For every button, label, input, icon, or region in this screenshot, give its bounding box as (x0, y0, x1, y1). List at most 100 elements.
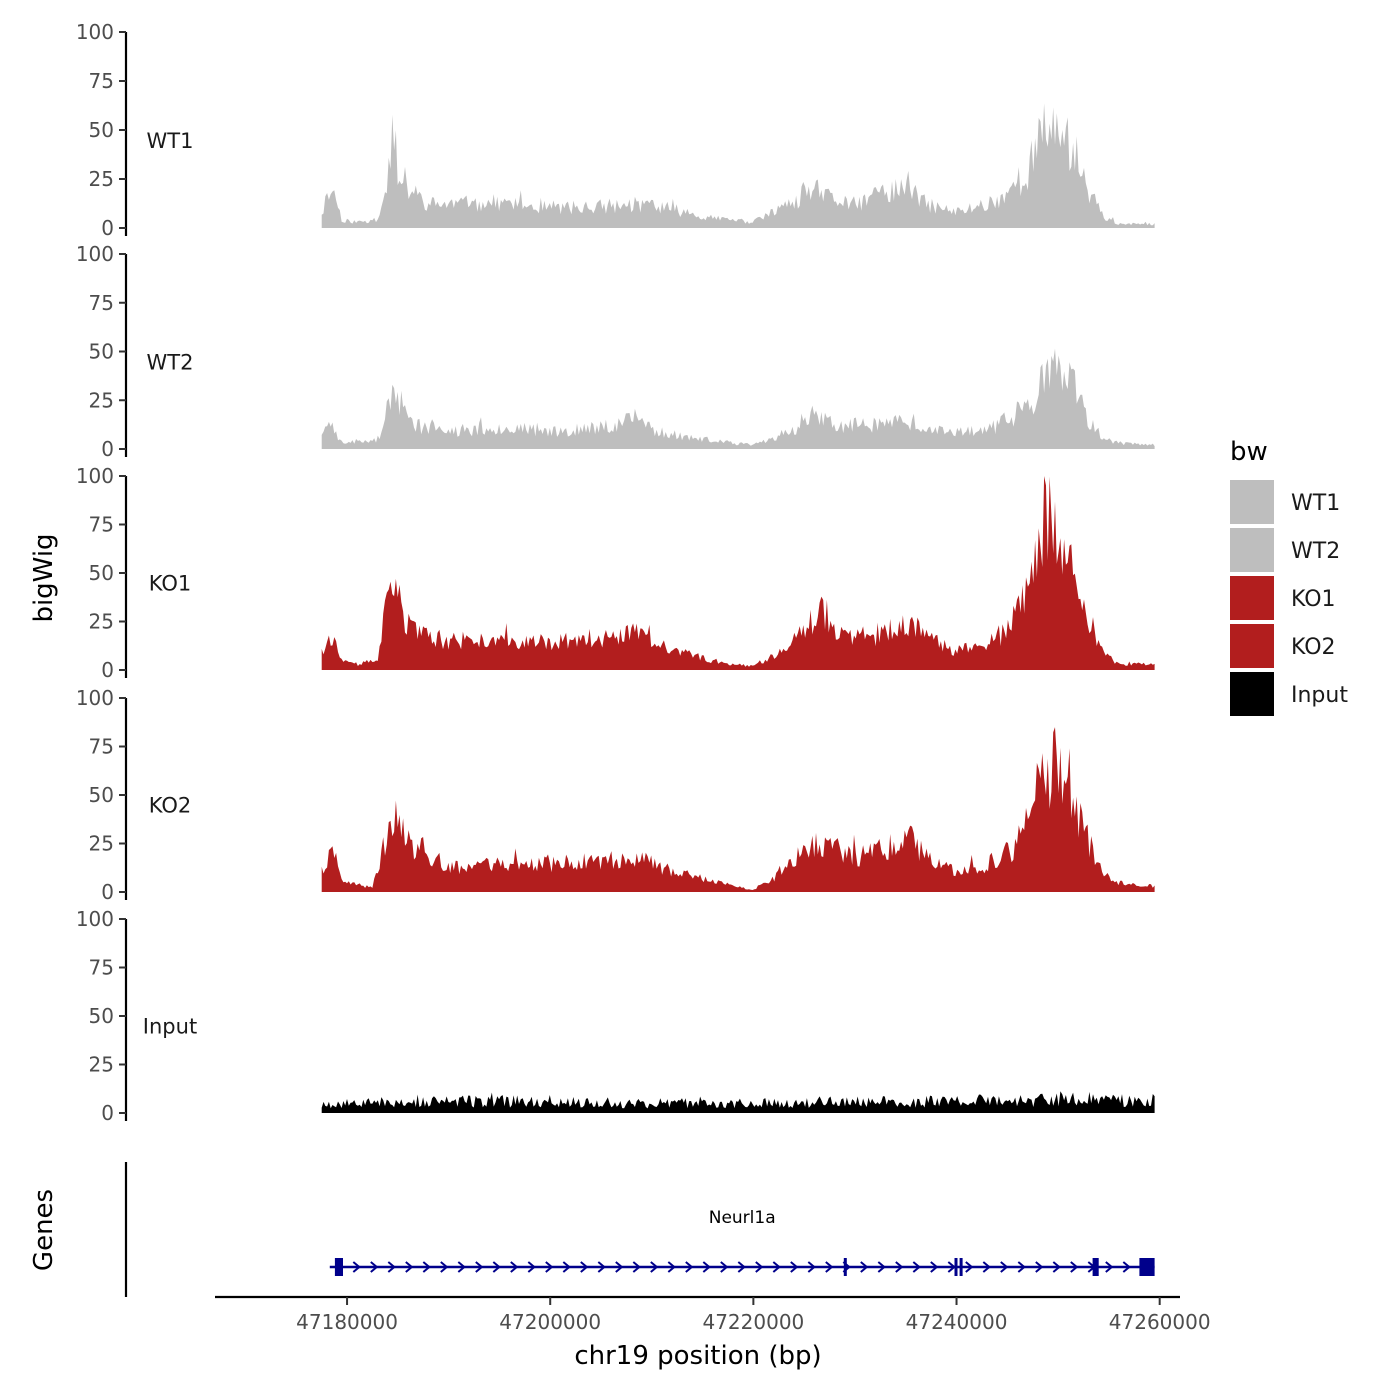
strand-arrow (475, 1261, 484, 1273)
area-wt2 (321, 348, 1155, 449)
y-tick-label: 0 (101, 216, 114, 240)
y-tick-label: 50 (89, 118, 114, 142)
strand-arrow (1000, 1261, 1009, 1273)
strand-arrow (1070, 1261, 1079, 1273)
legend-swatch-ko1 (1230, 576, 1274, 620)
strand-arrow (1052, 1261, 1061, 1273)
y-tick-label: 25 (89, 832, 114, 856)
y-axis-title: bigWig (29, 533, 59, 622)
y-tick-label: 50 (89, 340, 114, 364)
x-tick-label: 47180000 (296, 1310, 398, 1334)
y-tick-label: 75 (89, 291, 114, 315)
y-tick-label: 100 (76, 242, 114, 266)
strand-arrow (545, 1261, 554, 1273)
legend-label-input: Input (1291, 683, 1348, 708)
area-ko2 (321, 727, 1155, 892)
exon (843, 1258, 847, 1276)
track-label-wt2: WT2 (147, 350, 194, 374)
x-tick-label: 47200000 (499, 1310, 601, 1334)
track-wt2: 0 25 50 75 100 WT2 (76, 242, 1155, 461)
y-tick-label: 25 (89, 167, 114, 191)
strand-arrow (667, 1261, 676, 1273)
y-tick-label: 75 (89, 956, 114, 980)
exon (334, 1258, 343, 1276)
strand-arrow (720, 1261, 729, 1273)
y-tick-label: 50 (89, 783, 114, 807)
strand-arrow (1035, 1261, 1044, 1273)
y-tick-label: 0 (101, 658, 114, 682)
strand-arrow (947, 1261, 956, 1273)
legend-label-wt1: WT1 (1291, 491, 1340, 516)
exon (1092, 1258, 1099, 1276)
strand-arrow (982, 1261, 991, 1273)
gene-label: Neurl1a (709, 1208, 776, 1228)
area-ko1 (321, 476, 1155, 670)
track-panels: 0 25 50 75 100 WT1 0 25 50 75 100 WT2 0 25 50 75 100 KO1 0… (76, 20, 1155, 1125)
strand-arrow (685, 1261, 694, 1273)
y-tick-label: 100 (76, 686, 114, 710)
strand-arrow (492, 1261, 501, 1273)
track-label-ko1: KO1 (149, 572, 192, 596)
y-tick-label: 100 (76, 907, 114, 931)
exon (1139, 1258, 1155, 1276)
area-wt1 (321, 103, 1155, 228)
strand-arrow (527, 1261, 536, 1273)
strand-arrow (632, 1261, 641, 1273)
legend-title: bw (1230, 437, 1268, 467)
track-ko1: 0 25 50 75 100 KO1 (76, 464, 1155, 682)
strand-arrow (877, 1261, 886, 1273)
track-input: 0 25 50 75 100 Input (76, 907, 1155, 1125)
area-input (321, 1091, 1155, 1113)
x-axis-title: chr19 position (bp) (574, 1341, 821, 1371)
y-tick-label: 25 (89, 1053, 114, 1077)
y-tick-label: 100 (76, 464, 114, 488)
track-label-ko2: KO2 (149, 794, 192, 818)
strand-arrow (790, 1261, 799, 1273)
y-tick-label: 25 (89, 388, 114, 412)
gene-track-panel: Neurl1a (124, 1162, 1155, 1297)
exon (954, 1258, 958, 1276)
strand-arrow (772, 1261, 781, 1273)
strand-arrow (405, 1261, 414, 1273)
x-tick-label: 47220000 (702, 1310, 804, 1334)
strand-arrow (650, 1261, 659, 1273)
y-tick-label: 75 (89, 513, 114, 537)
x-tick-label: 47240000 (906, 1310, 1008, 1334)
y-tick-label: 75 (89, 735, 114, 759)
strand-arrow (1017, 1261, 1026, 1273)
strand-arrow (422, 1261, 431, 1273)
strand-arrow (387, 1261, 396, 1273)
y-tick-label: 75 (89, 69, 114, 93)
legend-label-ko1: KO1 (1291, 587, 1336, 612)
strand-arrow (370, 1261, 379, 1273)
strand-arrow (965, 1261, 974, 1273)
strand-arrow (912, 1261, 921, 1273)
strand-arrow (457, 1261, 466, 1273)
strand-arrow (737, 1261, 746, 1273)
strand-arrow (1122, 1261, 1131, 1273)
legend: bw WT1 WT2 KO1 KO2 Input (1230, 437, 1348, 716)
y-tick-label: 0 (101, 1101, 114, 1125)
strand-arrow (755, 1261, 764, 1273)
exon (959, 1258, 963, 1276)
track-ko2: 0 25 50 75 100 KO2 (76, 686, 1155, 904)
strand-arrow (702, 1261, 711, 1273)
strand-arrow (825, 1261, 834, 1273)
strand-arrow (807, 1261, 816, 1273)
track-label-wt1: WT1 (147, 129, 194, 153)
strand-arrow (440, 1261, 449, 1273)
strand-arrow (597, 1261, 606, 1273)
legend-swatch-input (1230, 672, 1274, 716)
strand-arrow (562, 1261, 571, 1273)
strand-arrow (615, 1261, 624, 1273)
y-tick-label: 50 (89, 561, 114, 585)
y-tick-label: 0 (101, 437, 114, 461)
strand-arrow (1105, 1261, 1114, 1273)
strand-arrow (510, 1261, 519, 1273)
strand-arrow (580, 1261, 589, 1273)
strand-arrow (860, 1261, 869, 1273)
legend-swatch-wt1 (1230, 480, 1274, 524)
y-tick-label: 100 (76, 20, 114, 44)
genes-axis-title: Genes (29, 1189, 59, 1271)
